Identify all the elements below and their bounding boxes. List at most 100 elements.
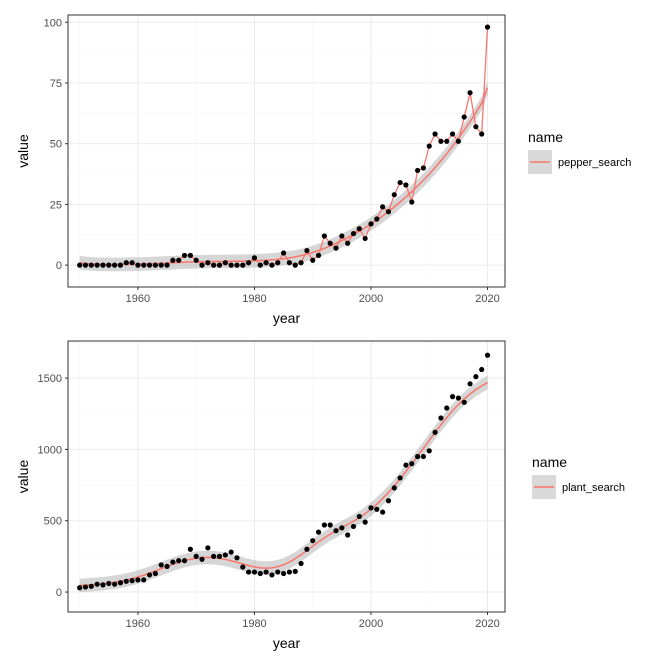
data-point: [385, 498, 392, 504]
data-point: [135, 262, 141, 268]
plant-data-points: [77, 352, 491, 591]
data-point: [246, 260, 252, 266]
data-point: [391, 192, 397, 198]
data-point: [222, 260, 228, 266]
pepper-x-axis: 1960 1980 2000 2020: [126, 287, 500, 305]
plant-legend-title: name: [532, 454, 567, 470]
data-point: [426, 448, 432, 454]
data-point: [315, 252, 322, 259]
data-point: [158, 262, 164, 268]
data-point: [222, 552, 228, 558]
data-point: [263, 260, 269, 266]
pepper-gridlines: [68, 15, 505, 287]
data-point: [409, 461, 415, 467]
data-point: [473, 374, 479, 380]
data-point: [176, 558, 182, 564]
data-point: [181, 252, 188, 259]
y-tick-label: 50: [50, 139, 62, 151]
data-point: [374, 216, 380, 222]
data-point: [106, 580, 112, 587]
data-point: [228, 262, 234, 268]
data-point: [397, 179, 403, 186]
data-point: [164, 262, 170, 268]
data-point: [304, 247, 310, 254]
data-point: [257, 570, 263, 577]
data-point: [409, 199, 415, 205]
data-point: [123, 578, 129, 584]
data-point: [420, 165, 427, 171]
data-point: [286, 260, 293, 266]
data-point: [345, 532, 351, 538]
x-tick-label: 1960: [126, 618, 150, 630]
data-point: [455, 395, 461, 401]
data-point: [350, 523, 357, 530]
data-point: [356, 513, 362, 520]
pepper-legend: name pepper_search: [528, 129, 631, 174]
data-point: [403, 462, 409, 468]
data-point: [269, 572, 275, 578]
plant-legend-label: plant_search: [562, 482, 625, 494]
data-point: [106, 262, 112, 268]
y-tick-label: 0: [56, 587, 62, 599]
data-point: [461, 114, 467, 120]
data-point: [438, 138, 444, 144]
data-point: [420, 453, 427, 460]
data-point: [112, 262, 118, 268]
plant-search-chart: 0 500 1000 1500 1960 1980 2000 2020 year value…: [15, 340, 625, 651]
data-point: [112, 581, 118, 587]
pepper-search-chart: 0 25 50 75 100 1960 1980 2000 2020 year value n…: [15, 14, 632, 326]
data-point: [479, 366, 485, 373]
data-point: [77, 585, 83, 591]
y-tick-label: 0: [56, 260, 62, 272]
data-point: [88, 262, 94, 268]
data-point: [257, 262, 263, 268]
y-tick-label: 500: [44, 516, 62, 528]
data-point: [315, 529, 322, 535]
y-tick-label: 1000: [38, 444, 62, 456]
data-point: [275, 260, 281, 266]
data-point: [467, 381, 473, 387]
y-tick-label: 75: [50, 78, 62, 90]
data-point: [327, 240, 333, 246]
data-point: [135, 577, 141, 583]
pepper-legend-label: pepper_search: [558, 157, 631, 169]
data-point: [374, 506, 380, 512]
data-point: [298, 260, 304, 266]
data-point: [426, 143, 432, 149]
data-point: [321, 522, 327, 528]
data-point: [362, 519, 368, 525]
data-point: [146, 262, 153, 268]
data-point: [484, 352, 491, 358]
data-point: [176, 257, 182, 263]
x-tick-label: 2020: [475, 293, 499, 305]
data-point: [356, 226, 362, 232]
data-point: [234, 555, 240, 561]
data-point: [455, 138, 461, 144]
data-point: [286, 569, 293, 575]
data-point: [484, 24, 491, 30]
data-point: [170, 257, 176, 263]
data-point: [170, 559, 176, 565]
smooth-line: [79, 381, 488, 587]
data-point: [251, 255, 258, 261]
data-point: [449, 131, 456, 137]
data-point: [280, 570, 287, 577]
data-point: [275, 569, 281, 575]
data-point: [415, 167, 421, 174]
data-point: [444, 405, 450, 411]
data-point: [181, 558, 188, 564]
data-point: [211, 553, 217, 559]
data-point: [199, 262, 205, 268]
x-tick-label: 1980: [242, 618, 266, 630]
plant-panel-border: [67, 340, 506, 613]
plant-x-axis: 1960 1980 2000 2020: [126, 612, 500, 630]
data-point: [82, 262, 89, 268]
x-tick-label: 1980: [242, 293, 266, 305]
pepper-y-axis-title: value: [15, 134, 31, 168]
data-point: [444, 138, 450, 144]
data-point: [100, 582, 106, 588]
data-point: [339, 525, 345, 531]
data-point: [380, 509, 386, 515]
data-point: [310, 538, 316, 544]
